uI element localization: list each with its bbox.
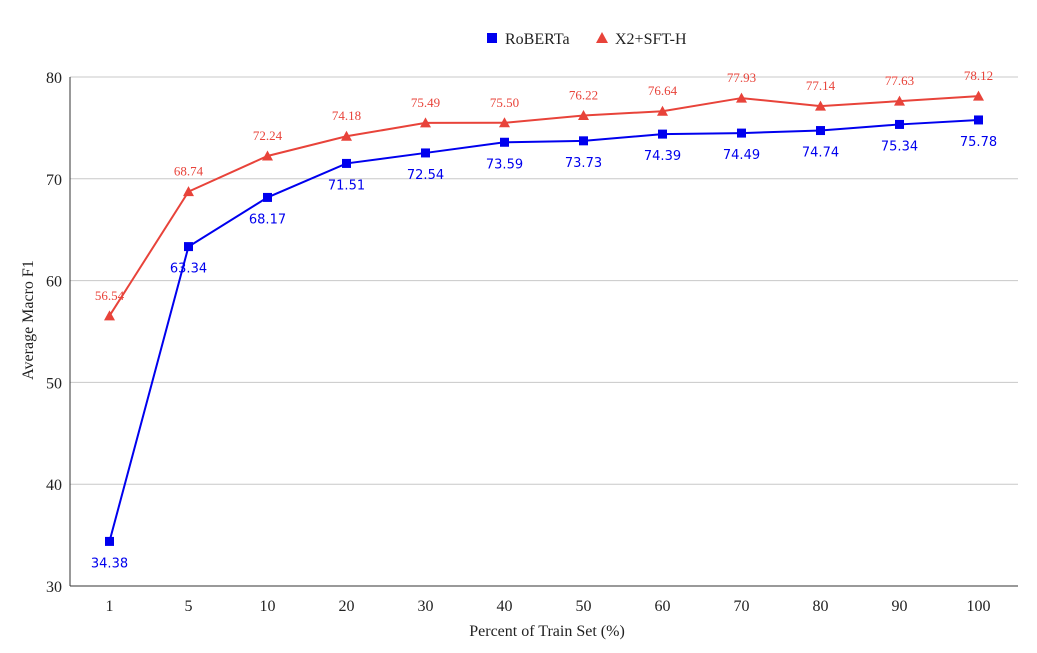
legend: RoBERTa X2+SFT-H bbox=[487, 31, 687, 48]
series-1-data-label: 76.64 bbox=[648, 83, 678, 98]
x-tick-label: 80 bbox=[813, 598, 829, 615]
series-0-point bbox=[263, 192, 272, 202]
x-tick-label: 1 bbox=[106, 598, 114, 615]
series-1-point bbox=[262, 150, 273, 161]
series-layer bbox=[104, 90, 984, 546]
series-0-point bbox=[184, 242, 193, 252]
series-0-data-label: 74.49 bbox=[723, 148, 760, 163]
series-0-point bbox=[500, 137, 509, 147]
legend-label: RoBERTa bbox=[505, 31, 570, 48]
data-labels: 34.38 63.34 68.17 71.51 72.54 73.59 73.73 74.39… bbox=[91, 68, 997, 571]
series-1-point bbox=[815, 100, 826, 111]
series-0-point bbox=[895, 119, 904, 129]
x-tick-label: 50 bbox=[576, 598, 592, 615]
x-tick-label: 90 bbox=[892, 598, 908, 615]
series-0-data-label: 68.17 bbox=[249, 212, 286, 227]
axes: 30 40 50 60 70 80 1 5 10 20 30 40 50 60 70 80 90 100 bbox=[46, 70, 1018, 615]
legend-label: X2+SFT-H bbox=[615, 31, 687, 48]
y-tick-label: 60 bbox=[46, 274, 62, 291]
series-1-point bbox=[341, 130, 352, 141]
x-tick-label: 5 bbox=[185, 598, 193, 615]
series-1-point bbox=[657, 105, 668, 116]
series-0-point bbox=[579, 136, 588, 146]
legend-marker bbox=[487, 33, 497, 43]
series-1-data-label: 68.74 bbox=[174, 164, 204, 179]
series-1-data-label: 77.63 bbox=[885, 73, 914, 88]
series-0-data-label: 75.34 bbox=[881, 139, 918, 154]
series-1-data-label: 77.14 bbox=[806, 78, 836, 93]
x-tick-label: 20 bbox=[339, 598, 355, 615]
series-1-point bbox=[973, 90, 984, 101]
series-1-data-label: 78.12 bbox=[964, 68, 993, 83]
x-tick-label: 10 bbox=[260, 598, 276, 615]
series-0-data-label: 34.38 bbox=[91, 556, 128, 571]
y-tick-label: 80 bbox=[46, 70, 62, 87]
series-1-point bbox=[499, 117, 510, 128]
legend-marker bbox=[596, 32, 608, 43]
series-1-point bbox=[578, 109, 589, 120]
series-0-line bbox=[108, 118, 979, 542]
gridlines bbox=[70, 76, 1018, 587]
x-axis-title: Percent of Train Set (%) bbox=[469, 623, 625, 640]
series-0-data-label: 63.34 bbox=[170, 262, 207, 277]
series-0-point bbox=[737, 128, 746, 138]
series-0-point bbox=[105, 536, 114, 546]
y-axis-title: Average Macro F1 bbox=[20, 260, 37, 380]
series-0-data-label: 74.74 bbox=[802, 146, 839, 161]
series-1-point bbox=[104, 310, 115, 321]
y-tick-label: 30 bbox=[46, 579, 62, 596]
series-1-point bbox=[183, 186, 194, 197]
series-1-data-label: 74.18 bbox=[332, 108, 361, 123]
series-0-data-label: 74.39 bbox=[644, 149, 681, 164]
series-0-point bbox=[342, 158, 351, 168]
series-1-data-label: 75.50 bbox=[490, 95, 519, 110]
x-tick-label: 100 bbox=[967, 598, 991, 615]
series-1-data-label: 77.93 bbox=[727, 70, 756, 85]
y-tick-label: 50 bbox=[46, 375, 62, 392]
series-0-data-label: 72.54 bbox=[407, 168, 444, 183]
series-0-data-label: 75.78 bbox=[960, 135, 997, 150]
series-0-data-label: 73.73 bbox=[565, 156, 602, 171]
series-0-data-label: 73.59 bbox=[486, 157, 523, 172]
series-1-point bbox=[736, 92, 747, 103]
series-1-point bbox=[894, 95, 905, 106]
x-tick-label: 30 bbox=[418, 598, 434, 615]
y-tick-label: 70 bbox=[46, 172, 62, 189]
series-1-data-label: 76.22 bbox=[569, 87, 598, 102]
series-0-point bbox=[421, 148, 430, 158]
y-tick-label: 40 bbox=[46, 477, 62, 494]
series-1-data-label: 56.54 bbox=[95, 288, 125, 303]
x-tick-label: 70 bbox=[734, 598, 750, 615]
series-0-point bbox=[816, 126, 825, 136]
series-1-point bbox=[420, 117, 431, 128]
series-1-data-label: 75.49 bbox=[411, 95, 440, 110]
series-1-data-label: 72.24 bbox=[253, 128, 283, 143]
x-tick-label: 40 bbox=[497, 598, 513, 615]
series-0-point bbox=[974, 115, 983, 125]
series-0-data-label: 71.51 bbox=[328, 178, 365, 193]
series-1-line bbox=[108, 95, 979, 317]
x-tick-label: 60 bbox=[655, 598, 671, 615]
series-0-point bbox=[658, 129, 667, 139]
